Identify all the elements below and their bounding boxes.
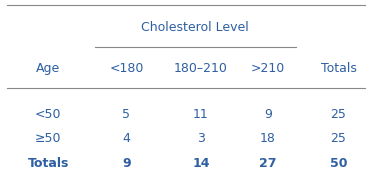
- Text: 18: 18: [260, 132, 276, 146]
- Text: 25: 25: [331, 108, 346, 121]
- Text: 180–210: 180–210: [174, 62, 228, 75]
- Text: 3: 3: [197, 132, 205, 146]
- Text: ≥50: ≥50: [35, 132, 62, 146]
- Text: 50: 50: [330, 157, 347, 170]
- Text: 27: 27: [259, 157, 277, 170]
- Text: 11: 11: [193, 108, 209, 121]
- Text: Totals: Totals: [321, 62, 356, 75]
- Text: >210: >210: [251, 62, 285, 75]
- Text: <50: <50: [35, 108, 62, 121]
- Text: 25: 25: [331, 132, 346, 146]
- Text: 4: 4: [122, 132, 131, 146]
- Text: 9: 9: [264, 108, 272, 121]
- Text: 14: 14: [192, 157, 210, 170]
- Text: Cholesterol Level: Cholesterol Level: [141, 21, 249, 34]
- Text: Totals: Totals: [28, 157, 69, 170]
- Text: Age: Age: [36, 62, 61, 75]
- Text: 9: 9: [122, 157, 131, 170]
- Text: <180: <180: [109, 62, 144, 75]
- Text: 5: 5: [122, 108, 131, 121]
